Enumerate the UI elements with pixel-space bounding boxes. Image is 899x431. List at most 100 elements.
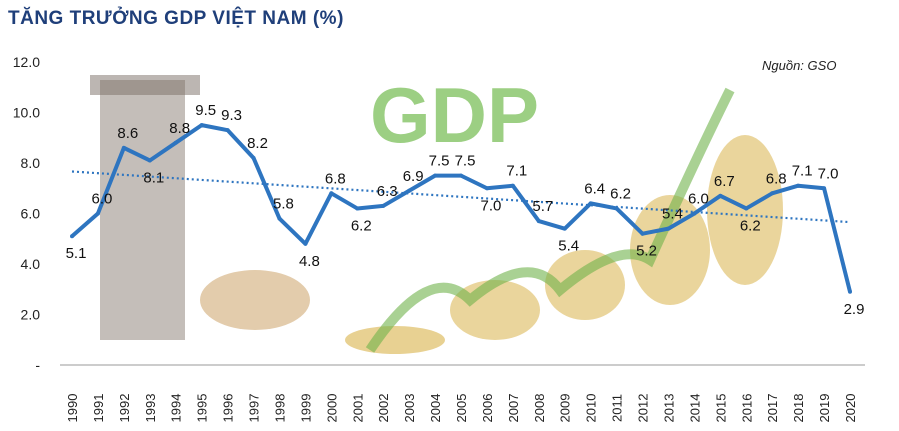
x-tick-label: 1994 bbox=[169, 394, 184, 423]
y-tick-label: 10.0 bbox=[13, 105, 40, 121]
data-point bbox=[199, 123, 204, 128]
x-tick-label: 1997 bbox=[247, 394, 262, 423]
data-point bbox=[692, 211, 697, 216]
data-point bbox=[588, 201, 593, 206]
data-label: 7.0 bbox=[481, 197, 502, 214]
y-tick-label: 4.0 bbox=[21, 256, 41, 272]
data-point bbox=[70, 234, 74, 239]
data-label: 5.4 bbox=[662, 206, 683, 223]
x-tick-label: 2005 bbox=[454, 394, 469, 423]
data-point bbox=[459, 173, 463, 178]
data-point bbox=[303, 241, 308, 246]
data-point bbox=[796, 183, 801, 188]
data-label: 9.3 bbox=[221, 107, 242, 124]
data-label: 7.5 bbox=[455, 153, 476, 170]
data-label: 6.2 bbox=[740, 217, 761, 234]
source-note: Nguồn: GSO bbox=[762, 58, 837, 73]
chart-title: TĂNG TRƯỞNG GDP VIỆT NAM (%) bbox=[8, 8, 344, 29]
data-label: 6.0 bbox=[92, 191, 113, 208]
data-point bbox=[562, 226, 567, 231]
data-label: 5.2 bbox=[636, 243, 657, 260]
data-label: 5.8 bbox=[273, 196, 294, 213]
x-tick-label: 2011 bbox=[610, 394, 625, 422]
data-label: 8.6 bbox=[117, 125, 138, 142]
data-point bbox=[173, 140, 178, 145]
data-point bbox=[407, 188, 412, 193]
y-axis: - 2.0 4.0 6.0 8.0 10.0 12.0 bbox=[13, 54, 41, 373]
data-point bbox=[381, 203, 386, 208]
data-label: 6.0 bbox=[688, 191, 709, 208]
data-point bbox=[536, 219, 541, 224]
data-label: 5.7 bbox=[532, 198, 553, 215]
x-tick-label: 2010 bbox=[584, 394, 599, 423]
y-tick-label: 6.0 bbox=[21, 206, 41, 222]
x-tick-label: 2001 bbox=[350, 394, 365, 423]
x-tick-label: 2019 bbox=[817, 394, 832, 423]
data-point bbox=[433, 173, 438, 178]
data-label: 6.8 bbox=[325, 170, 346, 187]
x-tick-label: 2020 bbox=[843, 394, 858, 423]
data-label: 6.7 bbox=[714, 173, 735, 190]
y-tick-label: 12.0 bbox=[13, 54, 40, 70]
data-point bbox=[848, 289, 852, 294]
x-axis: 1990 1991 1992 1993 1994 1995 1996 1997 1998 1999… bbox=[65, 394, 858, 423]
data-point bbox=[770, 191, 775, 196]
data-label: 8.8 bbox=[169, 120, 190, 137]
data-label: 6.8 bbox=[766, 170, 787, 187]
data-label: 8.1 bbox=[143, 169, 164, 186]
x-tick-label: 2002 bbox=[376, 394, 391, 423]
y-tick-label: 8.0 bbox=[21, 155, 41, 171]
data-label: 7.1 bbox=[506, 163, 527, 180]
x-tick-label: 2013 bbox=[661, 394, 676, 423]
x-tick-label: 2003 bbox=[402, 394, 417, 423]
x-tick-label: 1995 bbox=[195, 394, 210, 423]
data-point bbox=[822, 186, 827, 191]
x-tick-label: 1998 bbox=[272, 394, 287, 423]
data-point bbox=[329, 191, 334, 196]
data-label: 7.5 bbox=[429, 153, 450, 170]
x-tick-label: 2014 bbox=[687, 394, 702, 423]
data-point bbox=[718, 193, 723, 198]
data-label: 2.9 bbox=[844, 301, 865, 318]
x-tick-label: 1996 bbox=[221, 394, 236, 423]
data-point bbox=[277, 216, 282, 221]
data-point bbox=[744, 206, 749, 211]
data-label: 6.3 bbox=[377, 183, 398, 200]
data-point bbox=[484, 186, 489, 191]
x-tick-label: 1992 bbox=[117, 394, 132, 423]
data-point bbox=[614, 206, 619, 211]
data-label: 8.2 bbox=[247, 135, 268, 152]
x-tick-label: 1991 bbox=[91, 394, 106, 423]
y-tick-label: 2.0 bbox=[21, 307, 41, 323]
data-point bbox=[666, 226, 671, 231]
data-point bbox=[510, 183, 515, 188]
data-label: 7.0 bbox=[818, 165, 839, 182]
x-tick-label: 2006 bbox=[480, 394, 495, 423]
y-tick-label: - bbox=[35, 357, 40, 373]
x-tick-label: 2017 bbox=[765, 394, 780, 423]
data-label: 6.2 bbox=[351, 217, 372, 234]
x-tick-label: 1990 bbox=[65, 394, 80, 423]
data-label: 6.4 bbox=[584, 180, 605, 197]
data-point bbox=[251, 155, 256, 160]
x-tick-label: 2016 bbox=[739, 394, 754, 423]
x-tick-label: 1999 bbox=[298, 394, 313, 423]
x-tick-label: 2012 bbox=[636, 394, 651, 423]
background-gdp-text: GDP bbox=[370, 71, 539, 159]
x-tick-label: 1993 bbox=[143, 394, 158, 423]
data-label: 6.2 bbox=[610, 185, 631, 202]
x-tick-label: 2000 bbox=[324, 394, 339, 423]
x-tick-label: 2018 bbox=[791, 394, 806, 423]
data-point bbox=[640, 231, 645, 236]
data-label: 4.8 bbox=[299, 253, 320, 270]
x-tick-label: 2008 bbox=[532, 394, 547, 423]
data-point bbox=[121, 145, 126, 150]
data-label: 7.1 bbox=[792, 163, 813, 180]
x-tick-label: 2015 bbox=[713, 394, 728, 423]
x-tick-label: 2007 bbox=[506, 394, 521, 423]
x-tick-label: 2004 bbox=[428, 394, 443, 423]
data-label: 5.4 bbox=[558, 238, 579, 255]
background-illustration: GDP bbox=[90, 71, 783, 354]
